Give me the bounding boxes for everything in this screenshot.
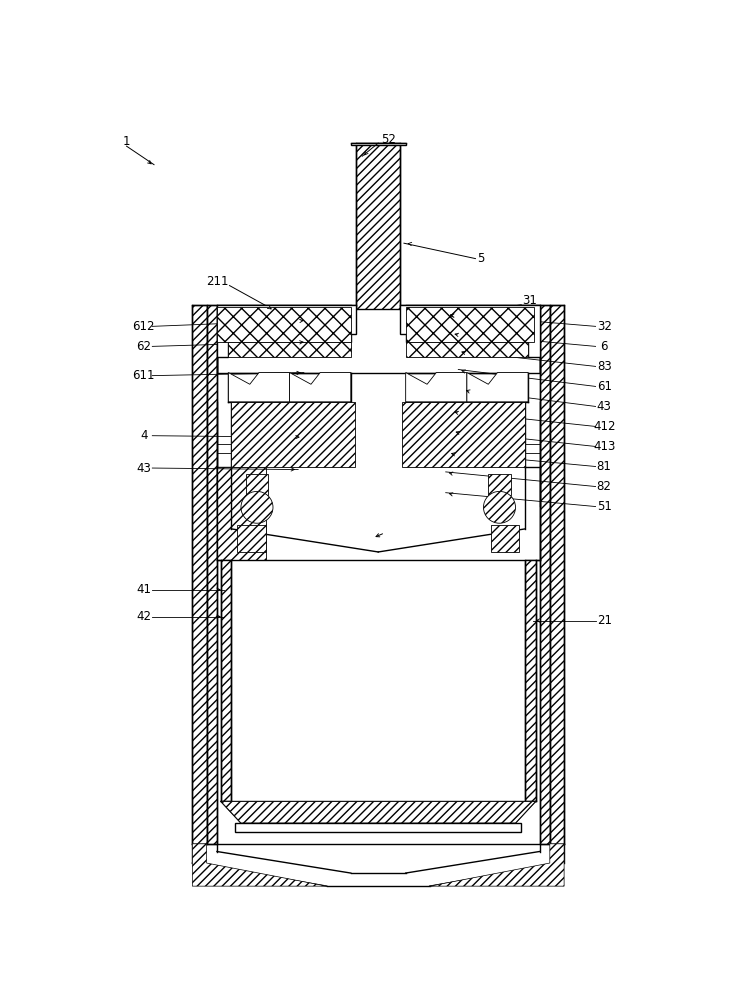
Polygon shape — [193, 844, 327, 886]
Text: 31: 31 — [523, 294, 537, 307]
Text: 5: 5 — [477, 252, 485, 265]
Bar — [193, 305, 207, 844]
Text: 41: 41 — [137, 583, 151, 596]
Bar — [207, 305, 217, 844]
Polygon shape — [217, 305, 356, 373]
Text: 81: 81 — [597, 460, 612, 473]
Circle shape — [241, 491, 273, 523]
Text: 52: 52 — [381, 133, 396, 146]
Bar — [221, 560, 231, 801]
Text: 412: 412 — [593, 420, 615, 433]
Polygon shape — [228, 373, 289, 402]
Text: 83: 83 — [597, 360, 612, 373]
Text: 43: 43 — [597, 400, 612, 413]
Bar — [488, 474, 511, 495]
Bar — [491, 525, 520, 552]
Text: 32: 32 — [597, 320, 612, 333]
Bar — [228, 342, 351, 357]
Bar — [231, 402, 355, 467]
Bar — [406, 342, 528, 357]
Text: 43: 43 — [137, 462, 151, 475]
Polygon shape — [406, 373, 467, 402]
Bar — [406, 307, 534, 342]
Text: 51: 51 — [597, 500, 612, 513]
Text: 42: 42 — [137, 610, 151, 623]
Text: 211: 211 — [206, 275, 228, 288]
Text: 82: 82 — [597, 480, 612, 493]
Text: 4: 4 — [140, 429, 148, 442]
Text: 611: 611 — [133, 369, 155, 382]
Bar — [246, 474, 269, 495]
Text: 413: 413 — [593, 440, 615, 453]
Bar — [217, 307, 351, 342]
Bar — [356, 143, 400, 309]
Text: 1: 1 — [123, 135, 131, 148]
Text: 21: 21 — [596, 614, 612, 627]
Bar — [351, 143, 406, 145]
Text: 612: 612 — [133, 320, 155, 333]
Bar — [235, 823, 521, 832]
Polygon shape — [221, 801, 536, 823]
Text: 61: 61 — [596, 380, 612, 393]
Bar — [237, 525, 266, 552]
Circle shape — [483, 491, 516, 523]
Polygon shape — [430, 844, 564, 886]
Text: 62: 62 — [137, 340, 151, 353]
Bar — [539, 305, 550, 844]
Bar — [217, 467, 266, 560]
Bar — [401, 402, 525, 467]
Polygon shape — [467, 373, 528, 402]
Polygon shape — [400, 305, 539, 373]
Bar — [550, 305, 564, 844]
Bar — [525, 560, 536, 801]
Text: 6: 6 — [601, 340, 608, 353]
Polygon shape — [289, 373, 351, 402]
